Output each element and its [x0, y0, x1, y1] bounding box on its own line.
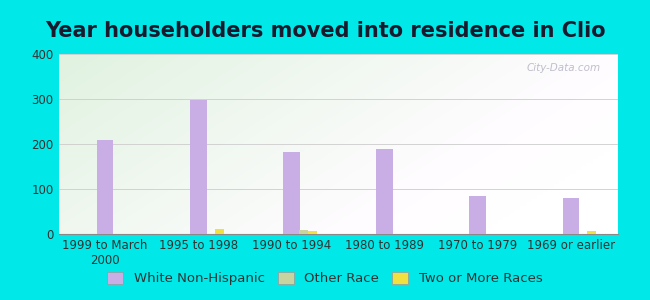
- Legend: White Non-Hispanic, Other Race, Two or More Races: White Non-Hispanic, Other Race, Two or M…: [102, 266, 548, 290]
- Bar: [562, 198, 579, 234]
- Bar: [307, 231, 317, 234]
- Text: City-Data.com: City-Data.com: [526, 63, 601, 73]
- Bar: [298, 230, 307, 234]
- Bar: [214, 229, 224, 234]
- Bar: [469, 196, 486, 234]
- Bar: [376, 148, 393, 234]
- Bar: [587, 231, 597, 234]
- Bar: [97, 140, 114, 234]
- Bar: [283, 152, 300, 234]
- Text: Year householders moved into residence in Clio: Year householders moved into residence i…: [45, 21, 605, 41]
- Bar: [190, 100, 207, 234]
